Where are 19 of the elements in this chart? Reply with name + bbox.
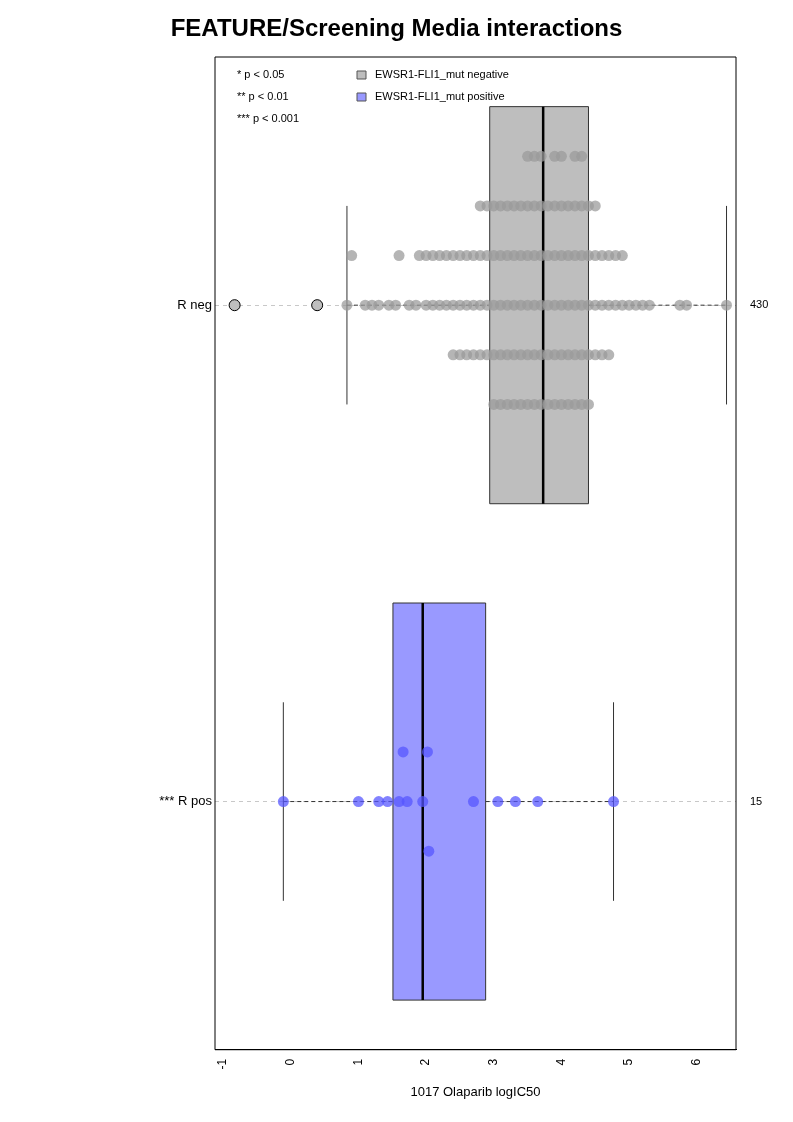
legend-label: EWSR1-FLI1_mut negative bbox=[375, 68, 509, 81]
x-tick-label: 4 bbox=[553, 1058, 568, 1066]
y2-tick-label: 15 bbox=[750, 794, 763, 807]
chart-title: FEATURE/Screening Media interactions bbox=[169, 14, 624, 42]
legend-label: EWSR1-FLI1_mut positive bbox=[375, 90, 505, 103]
y-tick-label: *** R pos bbox=[159, 793, 213, 809]
x-tick-label: 3 bbox=[486, 1058, 501, 1066]
annotation: ** p < 0.01 bbox=[237, 90, 289, 103]
x-tick-label: -1 bbox=[215, 1058, 230, 1070]
y2-tick-label: 430 bbox=[750, 298, 769, 311]
y-tick-label: R neg bbox=[177, 296, 212, 312]
annotation: * p < 0.05 bbox=[237, 68, 285, 81]
x-tick-label: 5 bbox=[621, 1058, 636, 1066]
x-tick-label: 0 bbox=[283, 1058, 298, 1066]
annotation: *** p < 0.001 bbox=[237, 112, 300, 125]
x-tick-label: 1 bbox=[350, 1058, 365, 1066]
x-tick-label: 2 bbox=[418, 1058, 433, 1066]
x-axis-title: 1017 Olaparib logIC50 bbox=[410, 1083, 541, 1099]
x-tick-label: 6 bbox=[689, 1058, 704, 1066]
